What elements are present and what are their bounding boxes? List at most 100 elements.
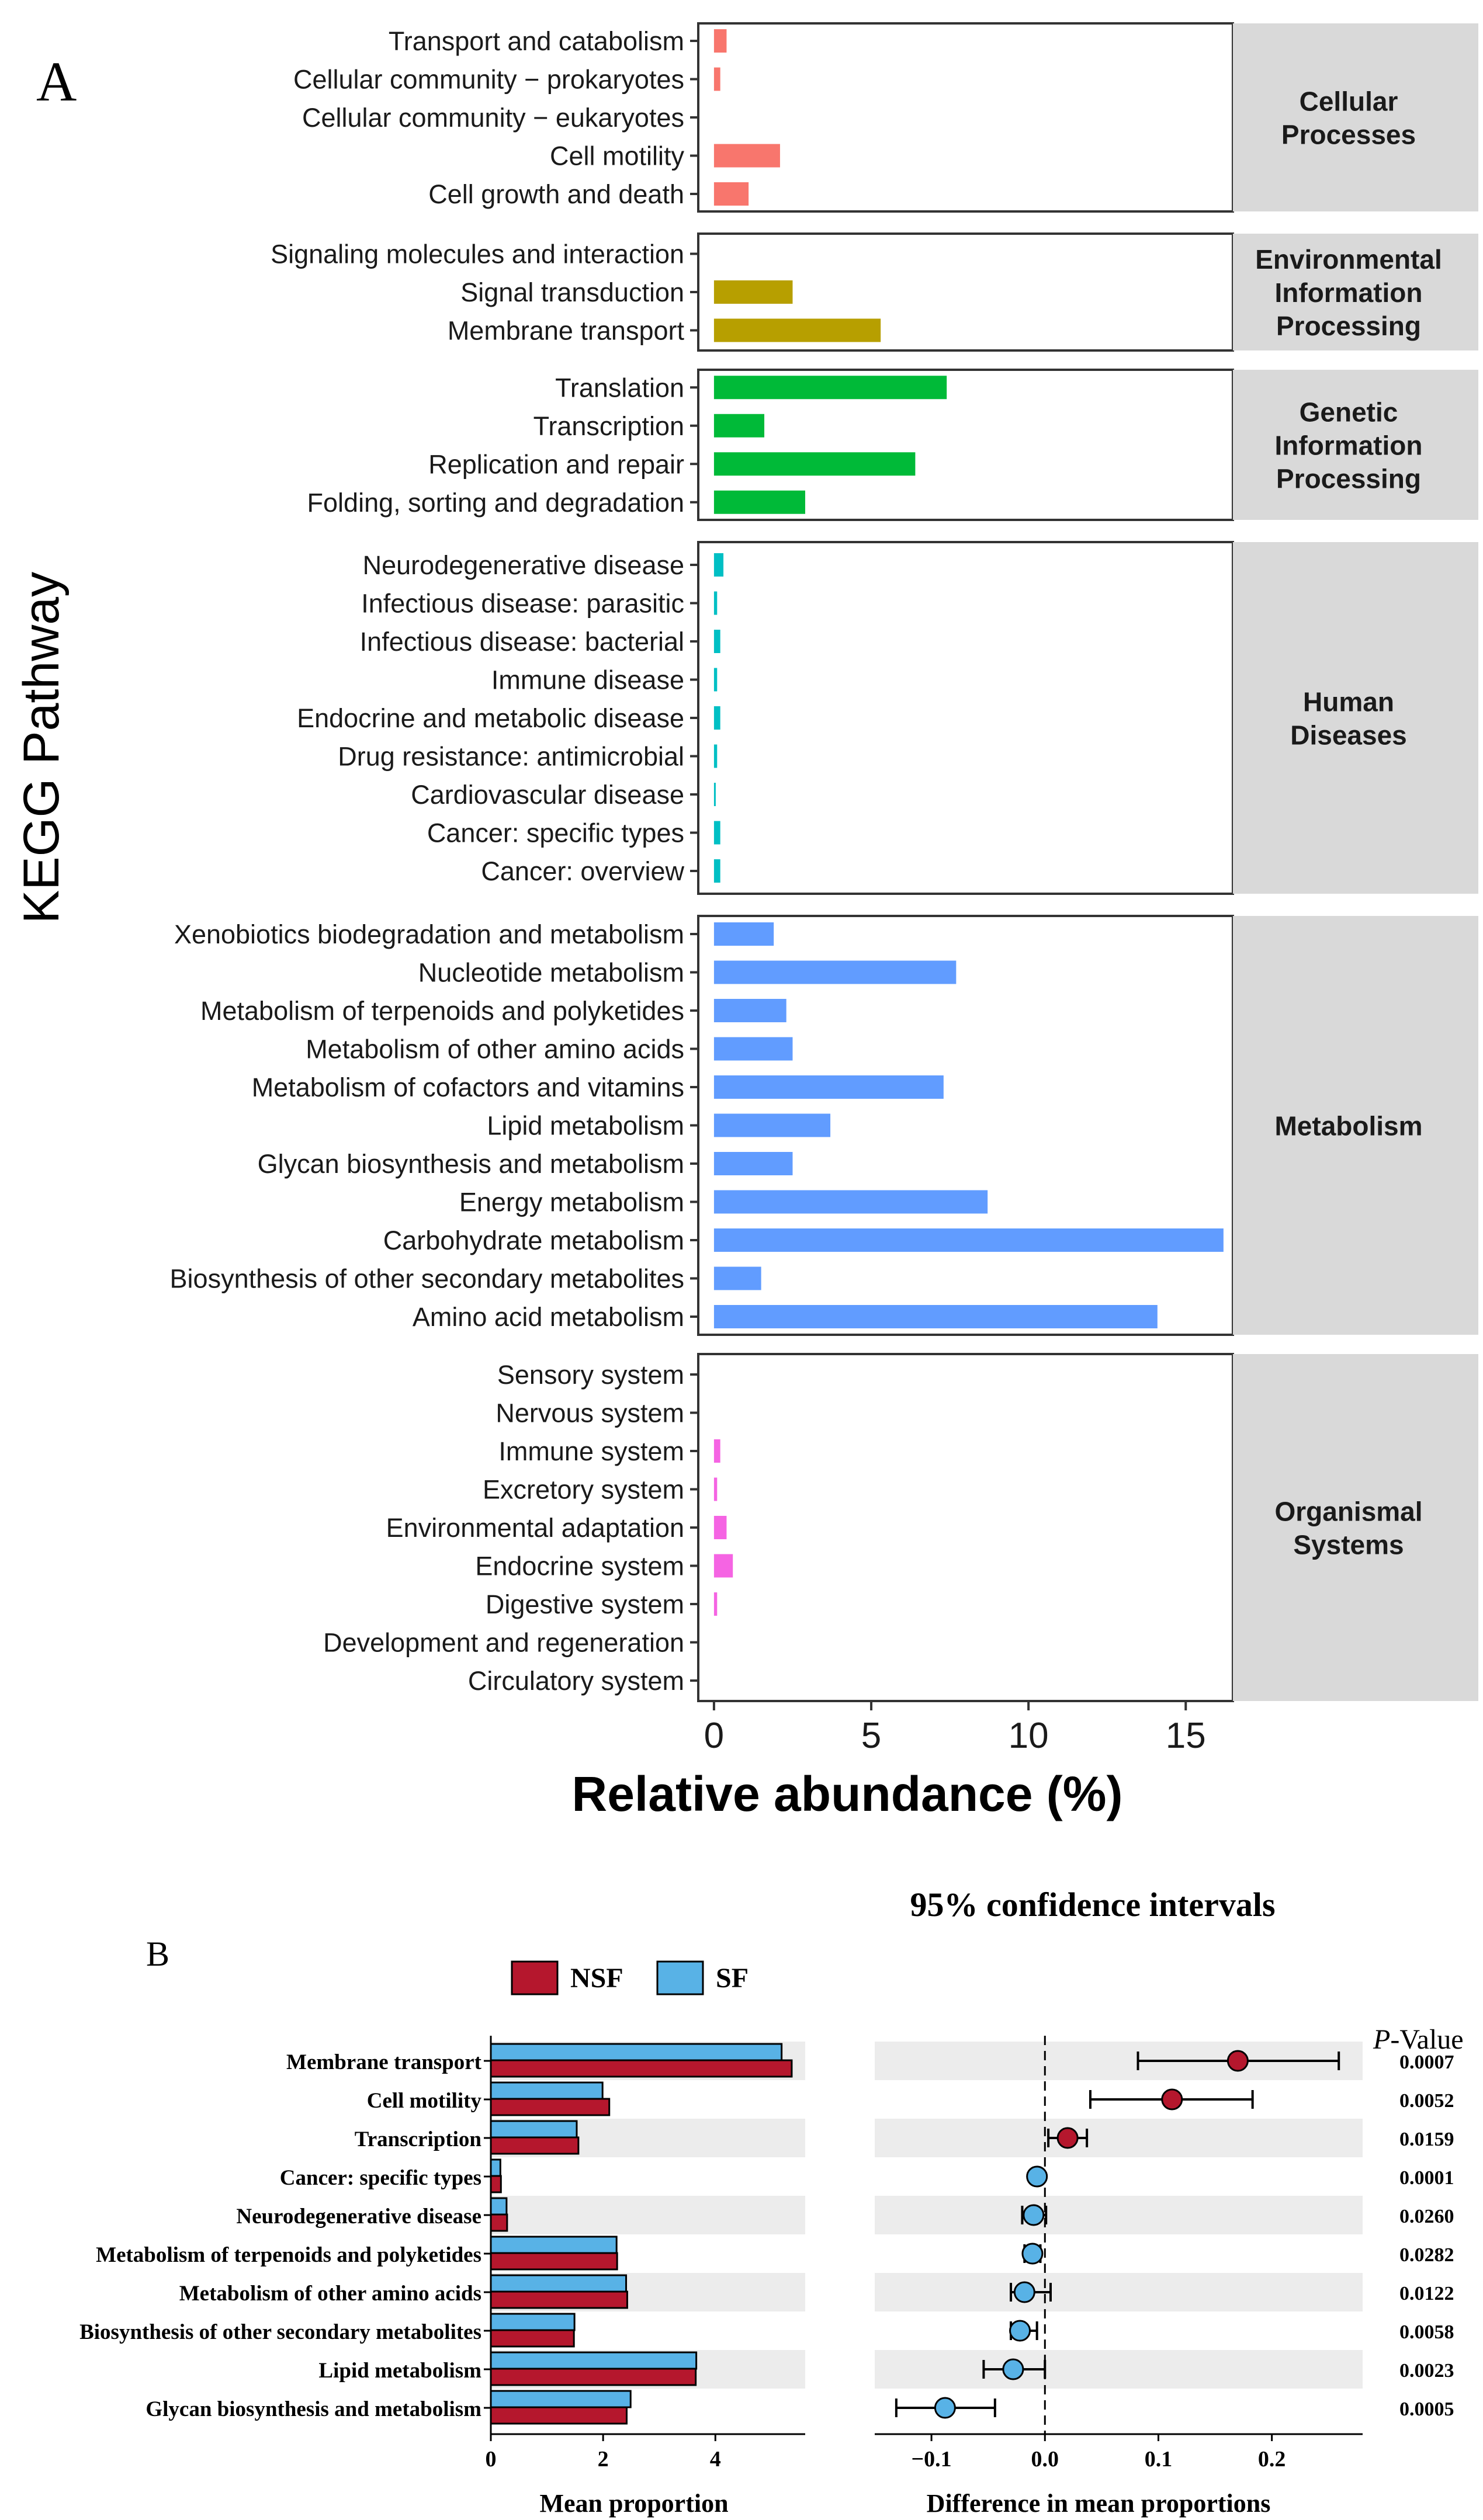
bar-sf-metabolism-of-other-amino-acids [490,2274,628,2293]
bar-glycan-biosynthesis-and-metabolism [713,1152,793,1175]
bar-translation [713,376,947,400]
estimate-point [1161,2088,1183,2111]
bar-metabolism-of-terpenoids-and-polyketides [713,999,786,1022]
x-tick-label: 0 [486,2447,497,2472]
row-band [875,2119,1363,2157]
y-tick-label: Sensory system [497,1360,684,1390]
bar-nsf-neurodegenerative-disease [490,2213,508,2232]
row-label: Lipid metabolism [318,2359,481,2383]
panel-b-label: B [146,1935,169,1973]
panel-a-x-axis-title: Relative abundance (%) [572,1766,1123,1821]
bar-metabolism-of-cofactors-and-vitamins [713,1075,944,1099]
ci-row-cancer-specific-types: 0.0001 [1026,2165,1454,2189]
y-tick-label: Environmental adaptation [386,1513,684,1543]
bar-neurodegenerative-disease [713,553,724,577]
facet-strip-label: Processing [1276,311,1421,341]
bar-immune-system [713,1439,720,1463]
y-tick-label: Circulatory system [468,1666,684,1696]
bar-metabolism-of-other-amino-acids [713,1037,793,1061]
p-value: 0.0260 [1399,2206,1454,2227]
y-tick-label: Energy metabolism [459,1188,684,1217]
estimate-point [934,2397,956,2419]
difference-axis-title: Difference in mean proportions [927,2489,1271,2518]
legend-swatch-sf [656,1960,704,1995]
y-tick-label: Nervous system [496,1398,684,1428]
facet-panel-cellular-processes [697,22,1234,213]
ci-title: 95% confidence intervals [910,1886,1275,1924]
mean-proportion-axis-title: Mean proportion [539,2489,728,2518]
estimate-point [1026,2165,1048,2188]
y-tick-label: Neurodegenerative disease [363,550,684,580]
bar-endocrine-and-metabolic-disease [713,706,720,730]
y-tick-label: Carbohydrate metabolism [383,1226,684,1255]
bar-nsf-cell-motility [490,2098,611,2116]
x-tick-label: −0.1 [912,2447,952,2472]
facet-strip-label: Metabolism [1274,1111,1422,1141]
bar-nsf-lipid-metabolism [490,2368,697,2386]
bar-digestive-system [713,1592,718,1616]
bar-xenobiotics-biodegradation-and-metabolism [713,922,774,946]
p-value: 0.0007 [1399,2052,1454,2073]
facet-strip-environmental-information-processing [1233,234,1478,350]
bar-sf-cell-motility [490,2081,604,2100]
bar-cell-motility [713,144,780,168]
ci-row-metabolism-of-other-amino-acids: 0.0122 [1010,2281,1454,2304]
bar-nsf-metabolism-of-terpenoids-and-polyketides [490,2252,618,2271]
bar-sf-cancer-specific-types [490,2158,501,2177]
bar-transport-and-catabolism [713,29,727,53]
y-tick-label: Drug resistance: antimicrobial [338,742,684,772]
facet-strip-metabolism [1233,916,1478,1335]
bar-cancer-specific-types [713,821,720,845]
p-value: 0.0052 [1399,2090,1454,2112]
facet-strip-organismal-systems [1233,1354,1478,1701]
row-label: Membrane transport [286,2050,482,2074]
y-tick-label: Cellular community − eukaryotes [302,103,684,133]
bar-excretory-system [713,1477,718,1501]
y-tick-label: Cancer: specific types [427,818,684,848]
facet-strip-label: Cellular [1300,86,1398,117]
bar-endocrine-system [713,1554,733,1578]
bar-sf-metabolism-of-terpenoids-and-polyketides [490,2236,618,2254]
y-tick-label: Digestive system [486,1589,684,1619]
bar-nucleotide-metabolism [713,960,957,984]
y-tick-label: Infectious disease: parasitic [361,589,684,619]
y-tick-label: Membrane transport [448,316,685,346]
y-tick-label: Excretory system [483,1475,684,1505]
row-label: Cell motility [367,2089,482,2113]
bar-biosynthesis-of-other-secondary-metabolites [713,1266,761,1290]
ci-row-lipid-metabolism: 0.0023 [982,2358,1454,2382]
y-tick-label: Cell motility [550,141,685,171]
bar-membrane-transport [713,318,881,342]
p-value: 0.0058 [1399,2321,1454,2343]
y-tick-label: Transport and catabolism [389,26,684,56]
bar-replication-and-repair [713,452,916,476]
facet-strip-genetic-information-processing [1233,370,1478,520]
y-tick-label: Endocrine system [475,1551,684,1581]
ci-row-transcription: 0.0159 [1047,2127,1454,2150]
bar-nsf-biosynthesis-of-other-secondary-metabolites [490,2329,575,2348]
bar-environmental-adaptation [713,1516,727,1539]
facet-strip-label: Environmental [1255,244,1442,275]
facet-strip-label: Organismal [1274,1497,1422,1527]
y-tick-label: Metabolism of other amino acids [306,1035,684,1064]
facet-panel-organismal-systems [697,1353,1234,1702]
bar-carbohydrate-metabolism [713,1228,1224,1252]
row-band [875,2196,1363,2234]
y-tick-label: Development and regeneration [323,1628,684,1658]
bar-cell-growth-and-death [713,182,749,206]
x-tick-label: 4 [710,2447,721,2472]
p-value: 0.0023 [1399,2360,1454,2382]
bar-signal-transduction [713,280,793,304]
panel-b: B 95% confidence intervals NSF SF P-Value… [79,1886,1464,2518]
bar-infectious-disease-bacterial [713,630,720,653]
estimate-point [1056,2127,1079,2149]
ci-row-glycan-biosynthesis-and-metabolism: 0.0005 [895,2397,1454,2420]
row-label: Biosynthesis of other secondary metaboli… [79,2320,481,2344]
p-value: 0.0005 [1399,2398,1454,2420]
y-tick-label: Signaling molecules and interaction [271,239,684,269]
y-tick-label: Immune system [498,1436,684,1466]
